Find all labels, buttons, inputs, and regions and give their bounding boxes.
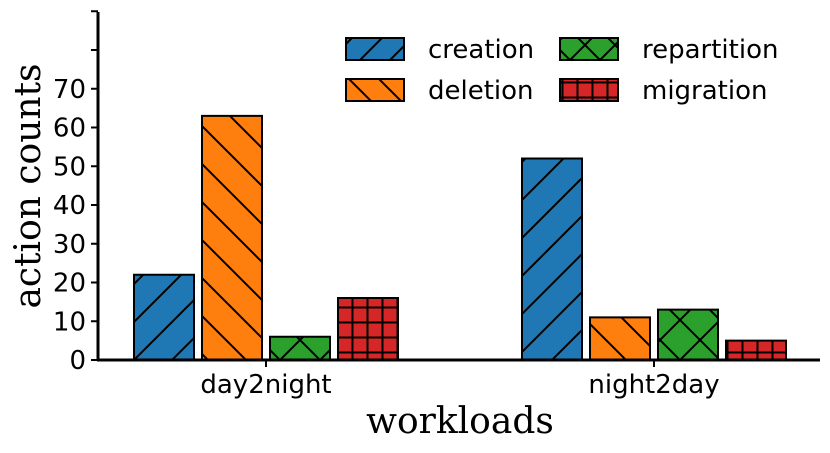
bar-repartition-night2day	[657, 308, 719, 361]
bar-creation-night2day	[521, 157, 583, 361]
y-tick-label: 60	[53, 114, 86, 144]
x-tick-label: night2day	[588, 370, 719, 400]
bar-deletion-night2day	[589, 316, 651, 361]
legend-swatch	[345, 37, 405, 61]
legend-label: repartition	[642, 35, 778, 65]
legend-swatch	[559, 78, 619, 102]
legend-label: deletion	[428, 76, 534, 106]
bar-creation-day2night	[133, 273, 195, 361]
legend-label: creation	[428, 35, 534, 65]
x-axis-title: workloads	[366, 401, 554, 442]
y-axis-title: action counts	[8, 63, 49, 308]
x-tick-label: day2night	[200, 370, 331, 400]
legend-item-deletion: deletion	[345, 76, 534, 106]
y-ticks: 0 10 20 30 40 50 60 70	[53, 10, 98, 376]
y-tick-label: 50	[53, 152, 86, 182]
y-tick-label: 10	[53, 307, 86, 337]
bar-repartition-day2night	[269, 335, 331, 361]
bar-migration-day2night	[337, 297, 399, 361]
legend-label: migration	[642, 76, 767, 106]
legend: creation deletion repartition migration	[345, 35, 778, 106]
bars-group	[133, 114, 787, 361]
legend-item-creation: creation	[345, 35, 534, 65]
x-ticks: day2night night2day	[200, 360, 720, 400]
legend-item-repartition: repartition	[559, 35, 778, 65]
y-tick-label: 30	[53, 230, 86, 260]
y-tick-label: 20	[53, 269, 86, 299]
y-tick-label: 0	[69, 346, 86, 376]
legend-item-migration: migration	[559, 76, 767, 106]
bar-deletion-day2night	[201, 114, 263, 361]
y-tick-label: 40	[53, 191, 86, 221]
bar-migration-night2day	[725, 339, 787, 361]
axes-group	[96, 12, 820, 362]
legend-swatch	[559, 37, 619, 61]
y-tick-label: 70	[53, 75, 86, 105]
legend-swatch	[345, 78, 405, 102]
